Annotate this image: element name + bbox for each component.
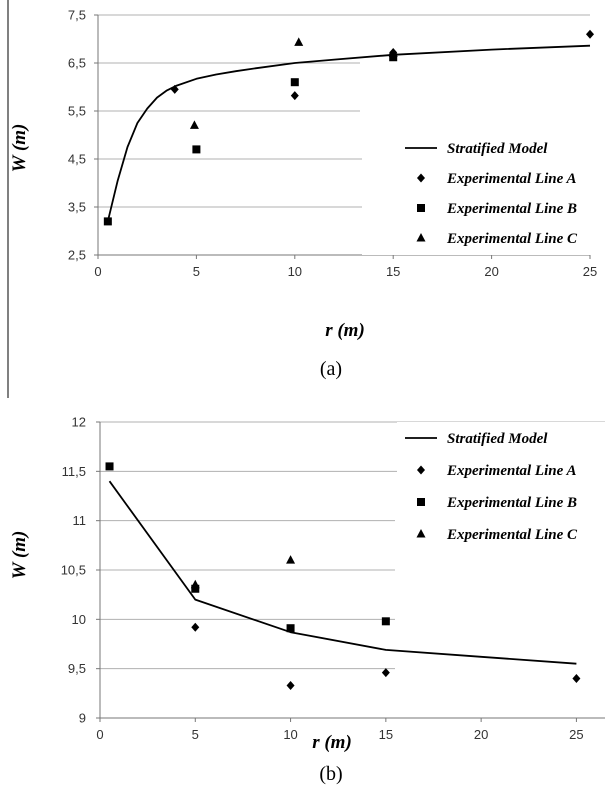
- chart-b-legend-box: [397, 422, 605, 607]
- chart-a-y-tick-label: 3,5: [68, 200, 86, 215]
- chart-a-legend-experimental-line-c-swatch: [416, 233, 426, 242]
- chart-a-stratified-model-line: [106, 44, 591, 222]
- chart-a-x-tick-label: 20: [484, 264, 498, 279]
- chart-a-experimental-line-a-point: [586, 29, 594, 39]
- chart-b-x-tick-label: 25: [569, 727, 583, 742]
- chart-a-experimental-line-b-point: [192, 145, 201, 154]
- chart-b-y-axis-title: W (m): [9, 531, 30, 580]
- chart-b-y-tick-label: 12: [72, 415, 86, 430]
- chart-b-legend-experimental-line-b-swatch: [417, 498, 425, 506]
- chart-a-experimental-line-a-point: [290, 91, 299, 101]
- chart-b-x-tick-label: 5: [192, 727, 199, 742]
- chart-a-experimental-line-b-point: [103, 217, 112, 226]
- chart-b-y-tick-label: 9: [79, 711, 86, 726]
- chart-b-legend-experimental-line-a-label: Experimental Line A: [446, 463, 576, 479]
- chart-b-legend-experimental-line-c-swatch: [416, 529, 426, 538]
- chart-b-series: [105, 462, 581, 690]
- chart-b-y-tick-labels: 9 9,5 10 10,5 11 11,5 12: [61, 415, 86, 726]
- chart-b-caption: (b): [319, 763, 342, 785]
- chart-b-x-tick-label: 15: [379, 727, 393, 742]
- chart-b-y-tick-label: 10,5: [61, 563, 86, 578]
- chart-a-x-tick-label: 25: [583, 264, 597, 279]
- chart-b-y-tick-label: 10: [72, 612, 86, 627]
- chart-b: 0 5 10 15 20 25 9 9,5 10 10,5 11 11,5 12 Stratified…: [9, 415, 605, 785]
- chart-a-experimental-line-c-point: [388, 48, 398, 57]
- chart-a-x-tick-labels: 0 5 10 15 20 25: [94, 264, 597, 279]
- chart-a-x-tick-label: 5: [193, 264, 200, 279]
- chart-a-y-tick-label: 4,5: [68, 152, 86, 167]
- chart-b-stratified-model-line: [108, 480, 577, 665]
- chart-b-y-tick-label: 9,5: [68, 661, 86, 676]
- chart-a-experimental-line-a-point: [170, 84, 179, 94]
- chart-a-y-tick-label: 5,5: [68, 104, 86, 119]
- chart-a-y-tick-label: 7,5: [68, 8, 86, 23]
- chart-a-legend-background: [362, 124, 590, 255]
- chart-b-experimental-line-a-point: [191, 622, 200, 632]
- chart-a-y-tick-label: 6,5: [68, 56, 86, 71]
- chart-b-x-tick-labels: 0 5 10 15 20 25: [96, 727, 583, 742]
- chart-b-legend-background: [397, 422, 605, 607]
- chart-b-x-tick-label: 20: [474, 727, 488, 742]
- chart-b-legend-stratified-model-label: Stratified Model: [447, 431, 548, 447]
- chart-b-axes: [96, 421, 605, 722]
- chart-a-x-tick-label: 10: [288, 264, 302, 279]
- chart-a-legend: Stratified Model Experimental Line A Exper…: [405, 141, 578, 247]
- chart-a-legend-experimental-line-b-label: Experimental Line B: [446, 201, 577, 217]
- chart-a-y-tick-label: 2,5: [68, 248, 86, 263]
- chart-a-y-tick-labels: 2,5 3,5 4,5 5,5 6,5 7,5: [68, 8, 86, 263]
- chart-a-y-axis-title: W (m): [9, 124, 30, 173]
- chart-a-experimental-line-b-point: [290, 78, 299, 87]
- chart-a-legend-box: [362, 124, 590, 255]
- chart-b-experimental-line-c-point: [190, 579, 200, 589]
- chart-b-experimental-line-b-point: [191, 584, 200, 593]
- chart-b-x-tick-label: 10: [283, 727, 297, 742]
- chart-a-experimental-line-b-point: [389, 53, 398, 62]
- chart-a-x-axis-title: r (m): [325, 320, 365, 341]
- chart-b-x-tick-label: 0: [96, 727, 103, 742]
- chart-a-series: [103, 29, 594, 226]
- chart-b-experimental-line-a-point: [286, 680, 295, 690]
- chart-b-experimental-line-a-point: [572, 674, 581, 684]
- chart-b-experimental-line-b-point: [381, 617, 390, 626]
- chart-a-caption: (a): [320, 358, 342, 380]
- chart-a-legend-experimental-line-a-label: Experimental Line A: [446, 171, 576, 187]
- chart-b-legend-experimental-line-a-swatch: [417, 465, 425, 475]
- chart-b-experimental-line-a-point: [381, 668, 390, 678]
- chart-a-experimental-line-c-point: [189, 120, 199, 129]
- chart-a-legend-experimental-line-a-swatch: [417, 173, 425, 183]
- chart-b-experimental-line-b-point: [286, 624, 295, 633]
- chart-a-legend-experimental-line-b-swatch: [417, 204, 425, 212]
- chart-b-legend: Stratified Model Experimental Line A Exper…: [405, 431, 578, 543]
- chart-a-experimental-line-c-point: [294, 37, 304, 46]
- chart-b-experimental-line-c-point: [286, 555, 296, 564]
- chart-a: 0 5 10 15 20 25 2,5 3,5 4,5 5,5 6,5 7,5 Stratified…: [9, 8, 597, 381]
- chart-b-legend-experimental-line-c-label: Experimental Line C: [446, 527, 578, 543]
- chart-a-legend-experimental-line-c-label: Experimental Line C: [446, 231, 578, 247]
- chart-a-x-tick-label: 15: [386, 264, 400, 279]
- chart-b-y-tick-label: 11: [73, 513, 87, 528]
- chart-b-y-tick-label: 11,5: [62, 464, 86, 479]
- chart-a-x-tick-label: 0: [94, 264, 101, 279]
- chart-b-experimental-line-b-point: [105, 462, 114, 471]
- chart-a-legend-stratified-model-label: Stratified Model: [447, 141, 548, 157]
- chart-b-legend-experimental-line-b-label: Experimental Line B: [446, 495, 577, 511]
- chart-b-x-axis-title: r (m): [312, 732, 352, 753]
